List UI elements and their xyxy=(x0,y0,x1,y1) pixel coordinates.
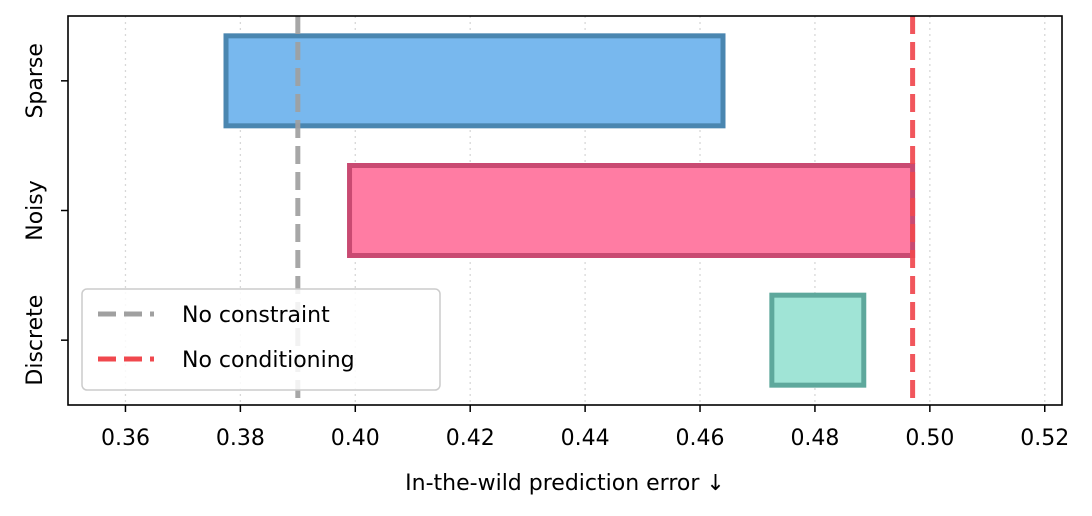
x-tick-label-6: 0.48 xyxy=(790,426,839,451)
x-axis-ticks: 0.36 0.38 0.40 0.42 0.44 0.46 0.48 0.50 0.52 xyxy=(101,405,1069,451)
y-tick-label-sparse: Sparse xyxy=(23,43,48,118)
y-tick-label-noisy: Noisy xyxy=(23,180,48,241)
x-tick-label-0: 0.36 xyxy=(101,426,150,451)
legend: No constraint No conditioning xyxy=(81,288,441,391)
y-tick-label-discrete: Discrete xyxy=(23,295,48,386)
bar-sparse xyxy=(223,33,726,129)
x-tick-label-4: 0.44 xyxy=(561,426,610,451)
y-axis-ticks: Sparse Noisy Discrete xyxy=(23,43,68,386)
x-tick-label-2: 0.40 xyxy=(331,426,380,451)
x-tick-label-1: 0.38 xyxy=(216,426,265,451)
x-tick-label-3: 0.42 xyxy=(446,426,495,451)
range-bars xyxy=(223,33,916,388)
legend-label-1: No conditioning xyxy=(182,348,355,373)
legend-box xyxy=(81,288,441,391)
x-tick-label-8: 0.52 xyxy=(1020,426,1069,451)
bar-discrete xyxy=(769,292,867,388)
legend-items: No constraint No conditioning xyxy=(98,303,355,373)
x-tick-label-7: 0.50 xyxy=(905,426,954,451)
legend-label-0: No constraint xyxy=(182,303,330,328)
x-axis-label: In-the-wild prediction error ↓ xyxy=(405,471,725,496)
bar-noisy xyxy=(347,163,916,258)
x-tick-label-5: 0.46 xyxy=(676,426,725,451)
